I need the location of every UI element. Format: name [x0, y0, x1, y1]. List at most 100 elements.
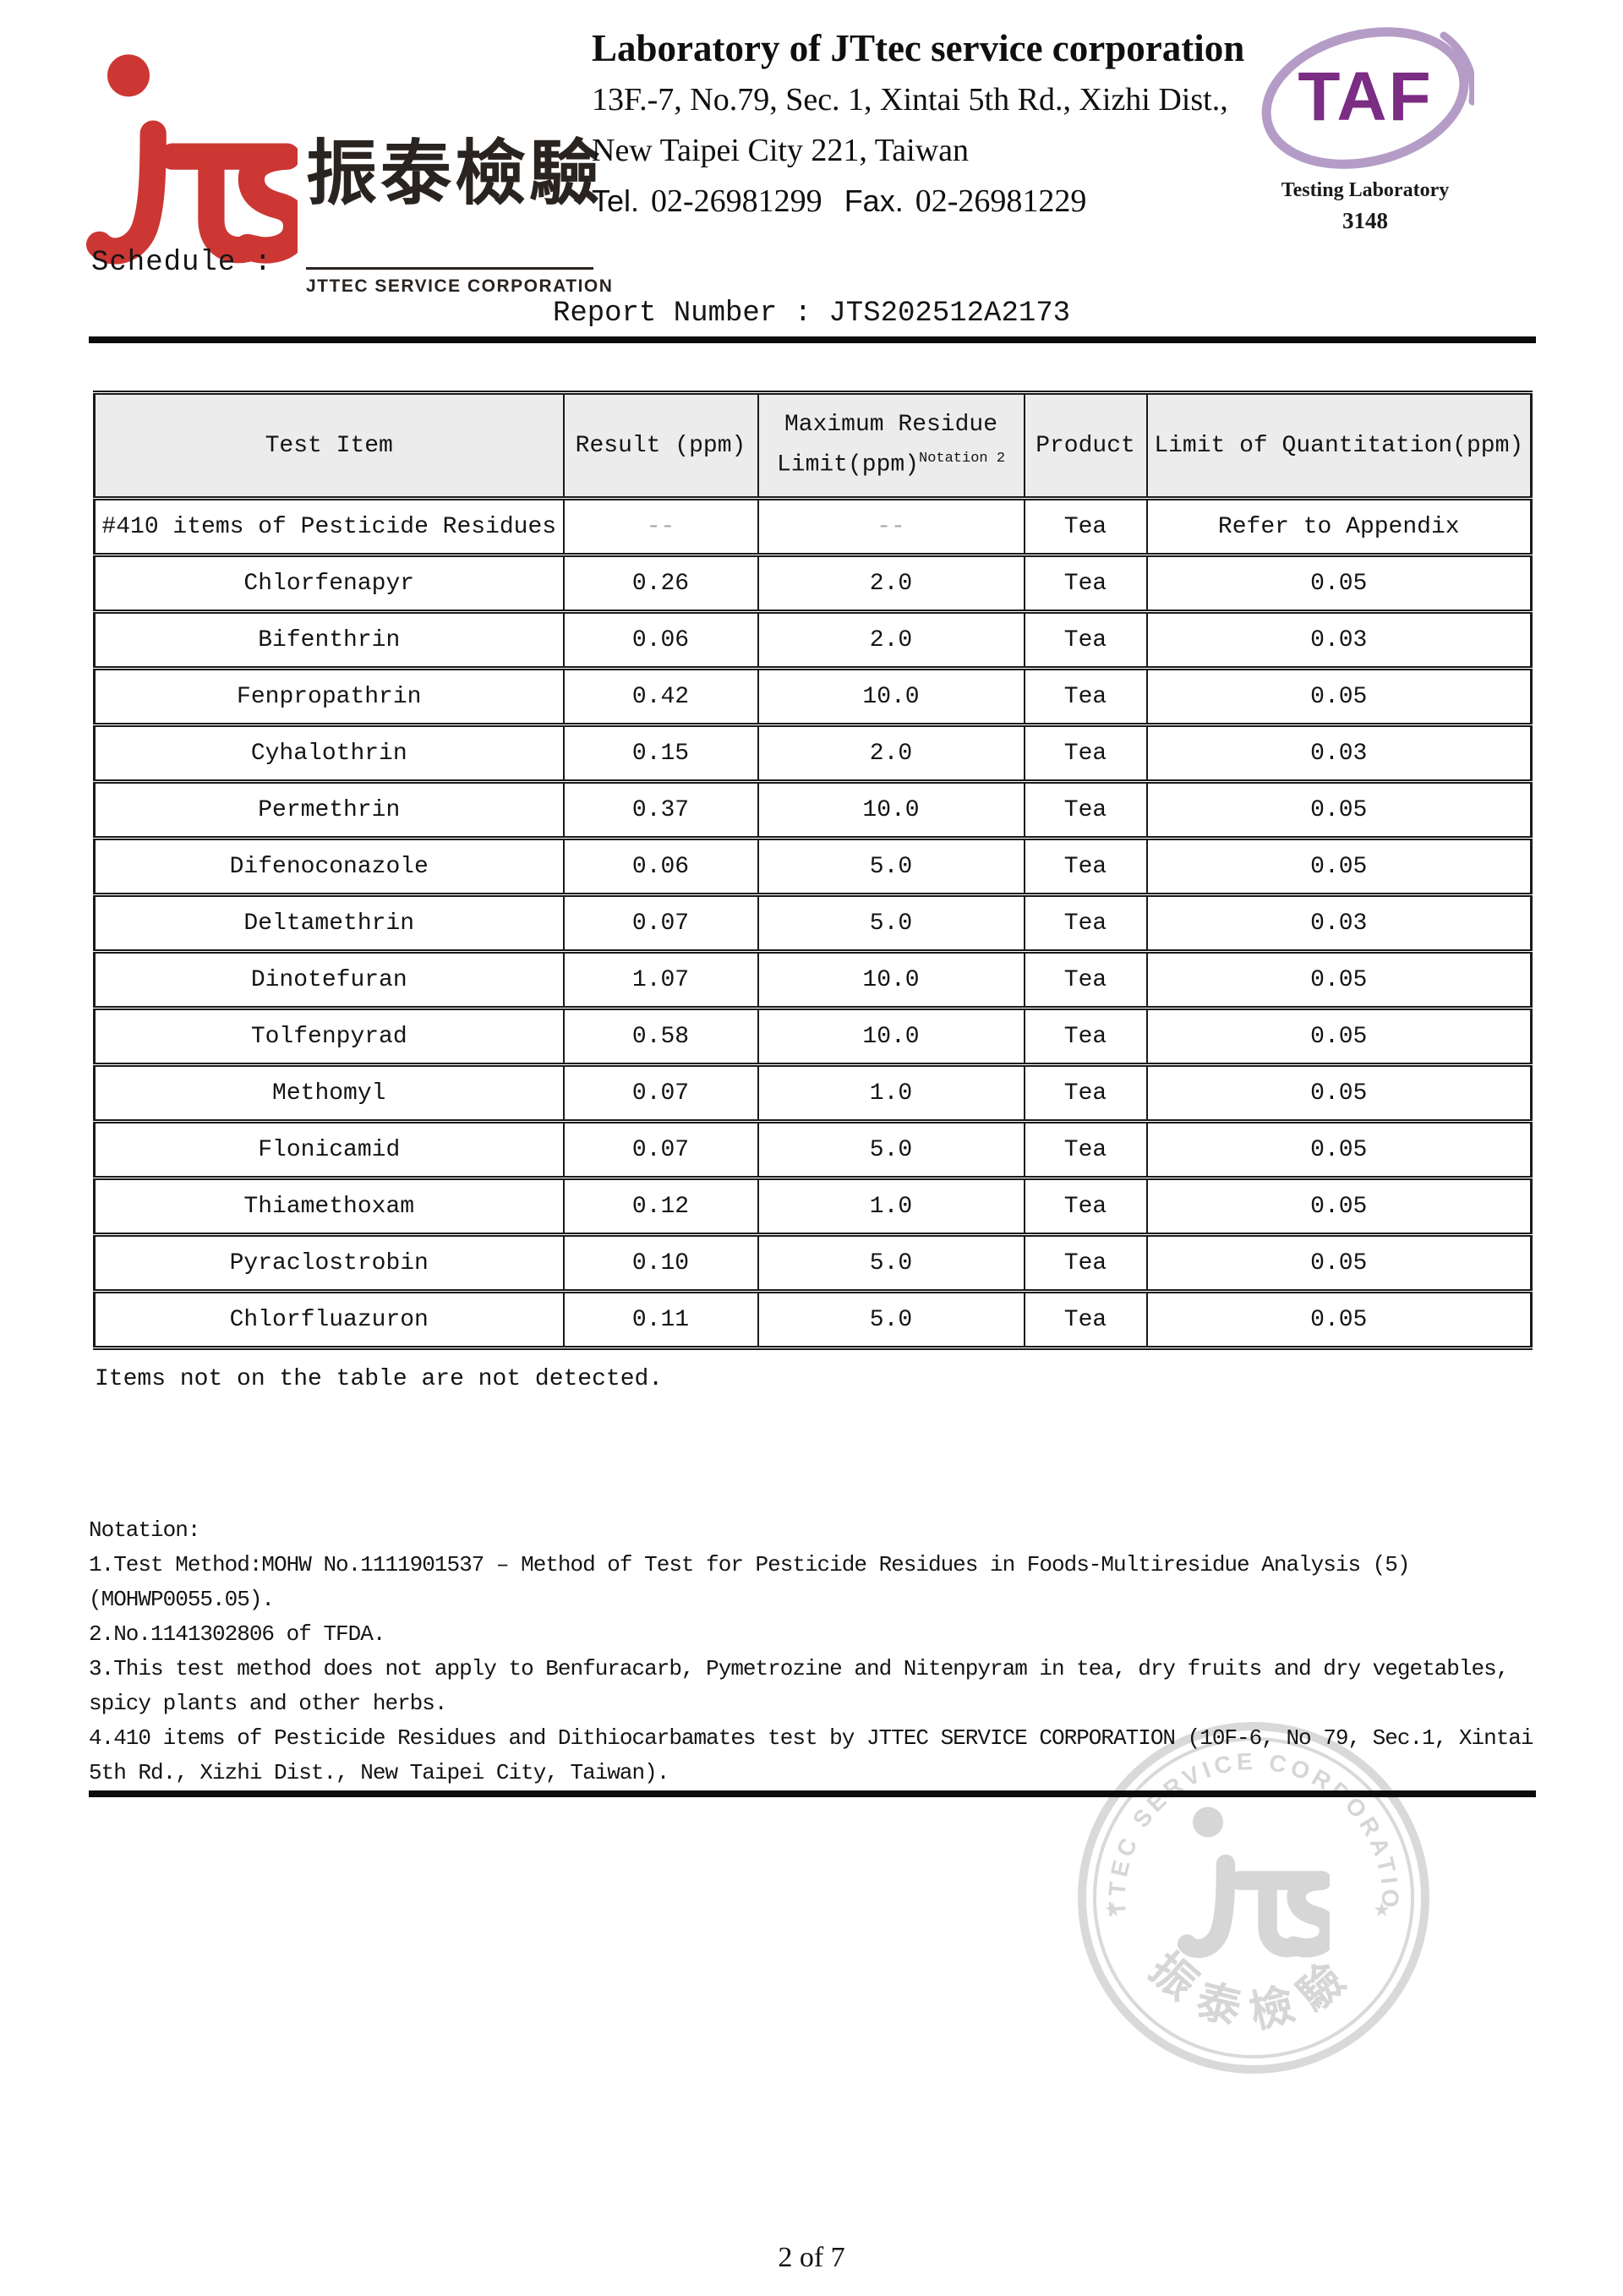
col-header-mrl: Maximum Residue Limit(ppm)Notation 2	[757, 391, 1025, 500]
notation-title: Notation:	[89, 1517, 200, 1543]
table-cell: Tea	[1023, 1119, 1148, 1180]
table-cell: Tea	[1023, 496, 1148, 557]
table-cell: Tea	[1023, 779, 1148, 840]
table-cell: Methomyl	[93, 1063, 565, 1123]
table-row: Flonicamid 0.07 5.0 Tea 0.05	[93, 1119, 1533, 1180]
table-cell: 0.05	[1145, 779, 1533, 840]
col-header-result: Result (ppm)	[562, 391, 759, 500]
table-row: Pyraclostrobin 0.10 5.0 Tea 0.05	[93, 1233, 1533, 1293]
table-row: Difenoconazole 0.06 5.0 Tea 0.05	[93, 836, 1533, 897]
report-number-label: Report Number :	[552, 298, 812, 330]
table-cell: 10.0	[757, 949, 1025, 1010]
table-cell: 0.15	[562, 723, 759, 784]
fax-number: 02-26981229	[915, 183, 1087, 219]
bottom-divider-rule	[89, 1790, 1536, 1797]
table-cell: 2.0	[757, 553, 1025, 614]
watermark-outer-ring	[1078, 1722, 1429, 2074]
table-cell: 0.05	[1145, 1006, 1533, 1067]
table-cell: 0.05	[1145, 553, 1533, 614]
table-cell: 0.06	[562, 610, 759, 670]
col-header-product: Product	[1023, 391, 1148, 500]
logo-underline	[306, 267, 593, 270]
table-row: #410 items of Pesticide Residues -- -- Tea R…	[93, 496, 1533, 557]
table-row: Dinotefuran 1.07 10.0 Tea 0.05	[93, 949, 1533, 1010]
table-cell: Tea	[1023, 836, 1148, 897]
table-cell: Difenoconazole	[93, 836, 565, 897]
table-cell: 0.11	[562, 1289, 759, 1350]
table-cell: 10.0	[757, 666, 1025, 727]
table-cell: 0.05	[1145, 1289, 1533, 1350]
lab-address-block: Laboratory of JTtec service corporation …	[592, 22, 1244, 227]
mrl-line1: Maximum Residue	[784, 412, 998, 439]
table-cell: Chlorfenapyr	[93, 553, 565, 614]
table-cell: Deltamethrin	[93, 893, 565, 954]
table-cell: 5.0	[757, 1119, 1025, 1180]
table-cell: Tea	[1023, 723, 1148, 784]
table-cell: Tea	[1023, 1233, 1148, 1293]
table-cell: 5.0	[757, 836, 1025, 897]
table-cell: Tea	[1023, 553, 1148, 614]
table-cell: 2.0	[757, 723, 1025, 784]
table-cell: 0.05	[1145, 1063, 1533, 1123]
notation-line: spicy plants and other herbs.	[89, 1691, 447, 1716]
table-cell: 0.12	[562, 1176, 759, 1237]
watermark-stamp: JTTEC SERVICE CORPORATION 振泰檢驗 ★ ★	[1057, 1691, 1440, 2088]
table-cell: 10.0	[757, 1006, 1025, 1067]
schedule-label: Schedule :	[91, 247, 273, 279]
table-cell: --	[562, 496, 759, 557]
table-row: Fenpropathrin 0.42 10.0 Tea 0.05	[93, 666, 1533, 727]
table-cell: Cyhalothrin	[93, 723, 565, 784]
table-cell: 0.05	[1145, 836, 1533, 897]
table-cell: Tea	[1023, 1289, 1148, 1350]
col-header-test-item: Test Item	[93, 391, 565, 500]
table-cell: Fenpropathrin	[93, 666, 565, 727]
taf-acronym: TAF	[1298, 58, 1432, 135]
table-row: Chlorfenapyr 0.26 2.0 Tea 0.05	[93, 553, 1533, 614]
table-cell: 0.06	[562, 836, 759, 897]
mrl-notation-superscript: Notation 2	[919, 451, 1006, 467]
table-cell: 1.0	[757, 1063, 1025, 1123]
notation-line: 3.This test method does not apply to Ben…	[89, 1656, 1509, 1681]
tel-number: 02-26981299	[651, 183, 822, 219]
table-note: Items not on the table are not detected.	[95, 1366, 664, 1392]
table-cell: Tolfenpyrad	[93, 1006, 565, 1067]
table-row: Bifenthrin 0.06 2.0 Tea 0.03	[93, 610, 1533, 670]
table-cell: Flonicamid	[93, 1119, 565, 1180]
notation-line: 5th Rd., Xizhi Dist., New Taipei City, T…	[89, 1760, 669, 1785]
table-cell: Dinotefuran	[93, 949, 565, 1010]
table-cell: 0.05	[1145, 1176, 1533, 1237]
table-cell: 0.05	[1145, 666, 1533, 727]
table-cell: 0.05	[1145, 1119, 1533, 1180]
table-row: Cyhalothrin 0.15 2.0 Tea 0.03	[93, 723, 1533, 784]
table-row: Deltamethrin 0.07 5.0 Tea 0.03	[93, 893, 1533, 954]
table-cell: Tea	[1023, 1006, 1148, 1067]
table-cell: 0.03	[1145, 723, 1533, 784]
table-cell: --	[757, 496, 1025, 557]
table-cell: 0.05	[1145, 1233, 1533, 1293]
table-cell: 0.58	[562, 1006, 759, 1067]
watermark-inner-ring	[1093, 1737, 1414, 2058]
fax-label: Fax.	[844, 183, 904, 218]
table-cell: Tea	[1023, 949, 1148, 1010]
top-divider-rule	[89, 336, 1536, 343]
table-cell: Tea	[1023, 610, 1148, 670]
taf-accreditation-logo: TAF	[1261, 27, 1474, 169]
table-cell: 1.0	[757, 1176, 1025, 1237]
watermark-star-left-icon: ★	[1105, 1894, 1121, 1925]
mrl-line2: Limit(ppm)Notation 2	[762, 442, 1020, 482]
notation-line: 4.410 items of Pesticide Residues and Di…	[89, 1725, 1533, 1751]
table-cell: Tea	[1023, 893, 1148, 954]
table-cell: 0.42	[562, 666, 759, 727]
table-cell: Tea	[1023, 1176, 1148, 1237]
table-cell: #410 items of Pesticide Residues	[93, 496, 565, 557]
notation-line: 1.Test Method:MOHW No.1111901537 – Metho…	[89, 1552, 1410, 1577]
results-table-body: #410 items of Pesticide Residues -- -- Tea R…	[93, 496, 1533, 1350]
table-cell: 0.05	[1145, 949, 1533, 1010]
table-cell: 0.37	[562, 779, 759, 840]
jts-logo-icon	[86, 49, 298, 278]
tel-label: Tel.	[592, 183, 640, 218]
table-cell: Tea	[1023, 666, 1148, 727]
report-number-value: JTS202512A2173	[828, 298, 1071, 330]
lab-contact-line: Tel. 02-26981299 Fax. 02-26981229	[592, 176, 1243, 227]
